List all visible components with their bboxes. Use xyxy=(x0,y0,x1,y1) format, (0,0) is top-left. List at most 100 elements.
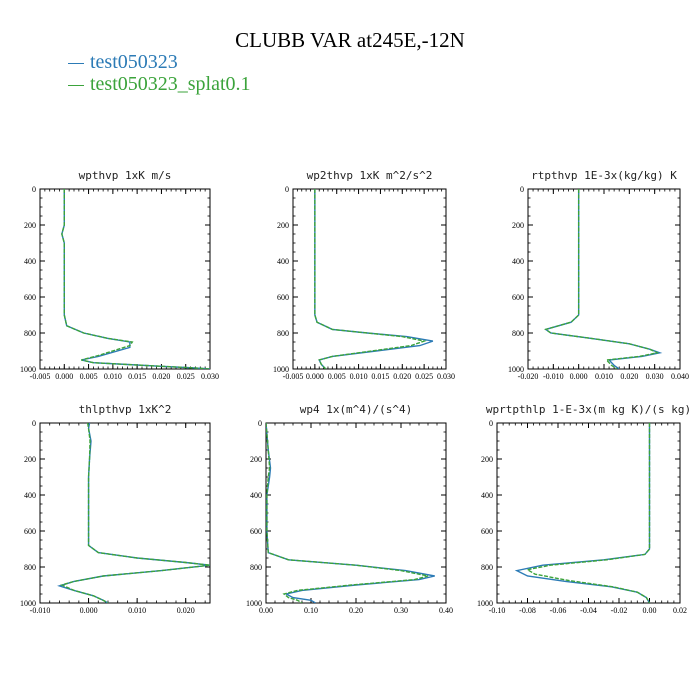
y-tick-label: 600 xyxy=(481,527,493,536)
x-tick-label: 0.20 xyxy=(349,606,363,615)
x-tick-label: 0.000 xyxy=(55,372,73,381)
y-tick-label: 0 xyxy=(520,185,524,194)
legend-label-2: test050323_splat0.1 xyxy=(90,73,251,95)
series-line-1 xyxy=(57,423,210,603)
series-line-2 xyxy=(525,423,651,603)
y-tick-label: 600 xyxy=(24,527,36,536)
x-tick-label: 0.005 xyxy=(80,372,98,381)
series-line-1 xyxy=(266,423,435,603)
figure-title: CLUBB VAR at245E,-12N xyxy=(235,28,465,52)
y-tick-label: 600 xyxy=(512,293,524,302)
y-tick-label: 400 xyxy=(250,491,262,500)
series-line-2 xyxy=(266,423,429,603)
y-tick-label: 800 xyxy=(481,563,493,572)
plot-frame xyxy=(527,188,681,370)
y-tick-label: 200 xyxy=(24,221,36,230)
y-tick-label: 600 xyxy=(24,293,36,302)
x-tick-label: -0.010 xyxy=(30,606,51,615)
x-tick-label: 0.40 xyxy=(439,606,453,615)
y-tick-label: 400 xyxy=(24,257,36,266)
x-tick-label: 0.030 xyxy=(646,372,664,381)
x-tick-label: 0.030 xyxy=(437,372,455,381)
y-tick-label: 200 xyxy=(277,221,289,230)
x-tick-label: 0.015 xyxy=(371,372,389,381)
x-tick-label: 0.005 xyxy=(328,372,346,381)
x-tick-label: 0.000 xyxy=(80,606,98,615)
x-tick-label: -0.02 xyxy=(611,606,628,615)
series-line-1 xyxy=(514,423,651,603)
y-tick-label: 800 xyxy=(512,329,524,338)
x-tick-label: -0.06 xyxy=(550,606,567,615)
x-tick-label: 0.30 xyxy=(394,606,408,615)
y-tick-label: 0 xyxy=(285,185,289,194)
x-tick-label: 0.020 xyxy=(152,372,170,381)
x-tick-label: 0.020 xyxy=(177,606,195,615)
x-tick-label: 0.015 xyxy=(128,372,146,381)
x-tick-label: 0.010 xyxy=(104,372,122,381)
y-tick-label: 0 xyxy=(32,419,36,428)
y-tick-label: 200 xyxy=(481,455,493,464)
plot-frame xyxy=(265,422,447,604)
y-tick-label: 1000 xyxy=(246,599,262,608)
panel-title: wp2thvp 1xK m^2/s^2 xyxy=(307,169,433,182)
panel-title: wprtpthlp 1-E-3x(m kg K)/(s kg) xyxy=(486,403,691,416)
y-tick-label: 400 xyxy=(277,257,289,266)
panel-title: thlpthvp 1xK^2 xyxy=(79,403,172,416)
y-tick-label: 800 xyxy=(277,329,289,338)
x-tick-label: 0.010 xyxy=(350,372,368,381)
y-tick-label: 0 xyxy=(32,185,36,194)
y-tick-label: 0 xyxy=(258,419,262,428)
x-tick-label: -0.10 xyxy=(489,606,506,615)
panel-1: wpthvp 1xK m/s 0 200 400 600 800 1000-0.005 0.0… xyxy=(20,169,219,381)
x-tick-label: -0.005 xyxy=(283,372,304,381)
legend-label-1: test050323 xyxy=(90,51,178,73)
x-tick-label: -0.08 xyxy=(519,606,536,615)
y-tick-label: 600 xyxy=(250,527,262,536)
panel-2: wp2thvp 1xK m^2/s^2 0 200 400 600 800 1000-0.0… xyxy=(273,169,455,381)
panel-title: rtpthvp 1E-3x(kg/kg) K xyxy=(531,169,677,182)
x-tick-label: 0.000 xyxy=(306,372,324,381)
x-tick-label: -0.005 xyxy=(30,372,51,381)
legend-entry-2: test050323_splat0.1 xyxy=(68,72,251,96)
series-line-2 xyxy=(61,189,210,369)
series-line-2 xyxy=(314,189,427,369)
x-tick-label: 0.00 xyxy=(643,606,657,615)
y-tick-label: 400 xyxy=(24,491,36,500)
x-tick-label: -0.04 xyxy=(580,606,597,615)
y-tick-label: 200 xyxy=(512,221,524,230)
x-tick-label: 0.02 xyxy=(673,606,687,615)
plot-frame xyxy=(496,422,681,604)
y-tick-label: 800 xyxy=(250,563,262,572)
legend-swatch-2 xyxy=(68,84,84,87)
x-tick-label: 0.10 xyxy=(304,606,318,615)
panel-title: wpthvp 1xK m/s xyxy=(79,169,172,182)
y-tick-label: 800 xyxy=(24,329,36,338)
x-tick-label: 0.010 xyxy=(595,372,613,381)
panel-4: thlpthvp 1xK^2 0 200 400 600 800 1000-0.010 0.0… xyxy=(20,403,211,615)
y-tick-label: 1000 xyxy=(20,599,36,608)
legend-entry-1: test050323 xyxy=(68,50,178,74)
x-tick-label: 0.025 xyxy=(177,372,195,381)
series-line-2 xyxy=(544,189,660,369)
x-tick-label: 0.010 xyxy=(128,606,146,615)
x-tick-label: 0.040 xyxy=(671,372,689,381)
y-tick-label: 400 xyxy=(512,257,524,266)
y-tick-label: 800 xyxy=(24,563,36,572)
x-tick-label: 0.020 xyxy=(620,372,638,381)
y-tick-label: 1000 xyxy=(477,599,493,608)
y-tick-label: 1000 xyxy=(20,365,36,374)
x-tick-label: 0.00 xyxy=(259,606,273,615)
legend-swatch-1 xyxy=(68,62,84,65)
x-tick-label: 0.020 xyxy=(393,372,411,381)
panel-6: wprtpthlp 1-E-3x(m kg K)/(s kg) 0 200 400 60… xyxy=(477,403,691,615)
y-tick-label: 400 xyxy=(481,491,493,500)
y-tick-label: 1000 xyxy=(273,365,289,374)
y-tick-label: 200 xyxy=(24,455,36,464)
series-line-2 xyxy=(59,423,210,603)
x-tick-label: -0.020 xyxy=(518,372,539,381)
y-tick-label: 0 xyxy=(489,419,493,428)
x-tick-label: 0.000 xyxy=(570,372,588,381)
series-line-1 xyxy=(314,189,434,369)
